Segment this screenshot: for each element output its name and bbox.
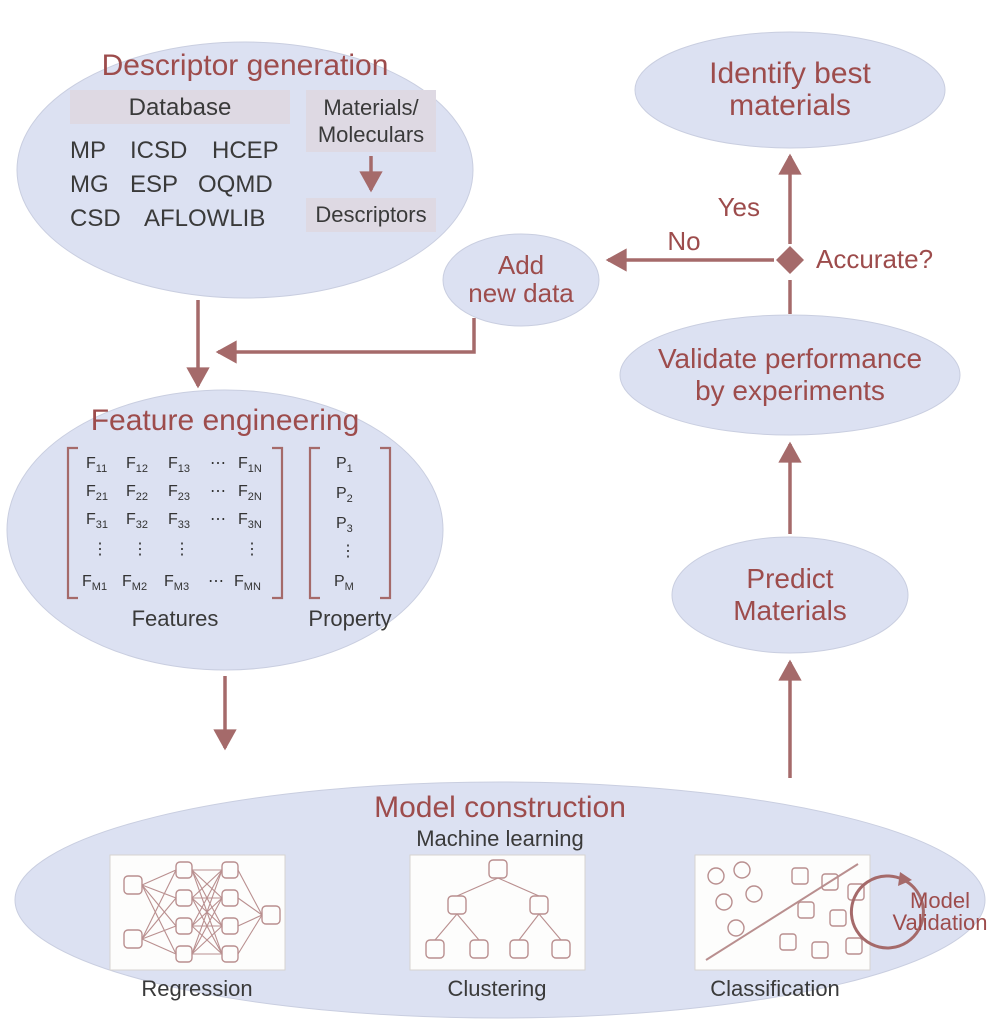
- db-item: MP: [70, 137, 106, 164]
- db-label: Database: [129, 94, 232, 121]
- new-data-label: new data: [468, 278, 574, 308]
- svg-text:⋮: ⋮: [244, 541, 260, 558]
- classification-label: Classification: [710, 976, 840, 1001]
- svg-text:⋯: ⋯: [210, 511, 226, 528]
- validate-l1: Validate performance: [658, 343, 922, 374]
- clustering-label: Clustering: [447, 976, 546, 1001]
- descriptor-title: Descriptor generation: [102, 49, 389, 82]
- validate-l2: by experiments: [695, 375, 885, 406]
- node-predict: Predict Materials: [672, 537, 908, 653]
- db-item: CSD: [70, 205, 121, 232]
- svg-text:⋯: ⋯: [210, 455, 226, 472]
- moleculars-label: Moleculars: [318, 122, 424, 147]
- flow-diagram: Descriptor generation Database MP ICSD H…: [0, 0, 1000, 1026]
- db-item: HCEP: [212, 137, 279, 164]
- db-item: ICSD: [130, 137, 187, 164]
- node-descriptor: Descriptor generation Database MP ICSD H…: [17, 42, 473, 298]
- no-label: No: [667, 226, 700, 256]
- db-item: AFLOWLIB: [144, 205, 265, 232]
- svg-text:⋮: ⋮: [132, 541, 148, 558]
- validation-l2: Validation: [893, 910, 988, 935]
- node-identify: Identify best materials: [635, 32, 945, 148]
- descriptors-label: Descriptors: [315, 202, 426, 227]
- feature-title: Feature engineering: [91, 404, 360, 437]
- svg-text:⋯: ⋯: [208, 573, 224, 590]
- node-add-new-data: Add new data: [443, 234, 599, 326]
- yes-label: Yes: [718, 192, 760, 222]
- property-label: Property: [308, 606, 391, 631]
- node-feature-engineering: Feature engineering F11 F12 F13 ⋯ F1N F2…: [7, 390, 443, 670]
- svg-text:⋮: ⋮: [174, 541, 190, 558]
- predict-l2: Materials: [733, 595, 847, 626]
- arrow-addnew-to-flow: [218, 318, 474, 352]
- svg-text:⋮: ⋮: [92, 541, 108, 558]
- node-validate: Validate performance by experiments: [620, 315, 960, 435]
- model-title: Model construction: [374, 791, 626, 824]
- ml-subtitle: Machine learning: [416, 826, 584, 851]
- materials-label: Materials/: [323, 95, 419, 120]
- identify-l1: Identify best: [709, 57, 871, 90]
- identify-l2: materials: [729, 89, 851, 122]
- svg-text:⋯: ⋯: [210, 483, 226, 500]
- accurate-label: Accurate?: [816, 244, 933, 274]
- predict-l1: Predict: [746, 563, 833, 594]
- svg-text:⋮: ⋮: [340, 543, 356, 560]
- db-item: ESP: [130, 171, 178, 198]
- add-label: Add: [498, 250, 544, 280]
- node-model-construction: Model construction Machine learning: [15, 782, 988, 1018]
- features-label: Features: [132, 606, 219, 631]
- db-item: MG: [70, 171, 109, 198]
- decision-diamond: [776, 246, 804, 274]
- regression-label: Regression: [141, 976, 252, 1001]
- db-item: OQMD: [198, 171, 273, 198]
